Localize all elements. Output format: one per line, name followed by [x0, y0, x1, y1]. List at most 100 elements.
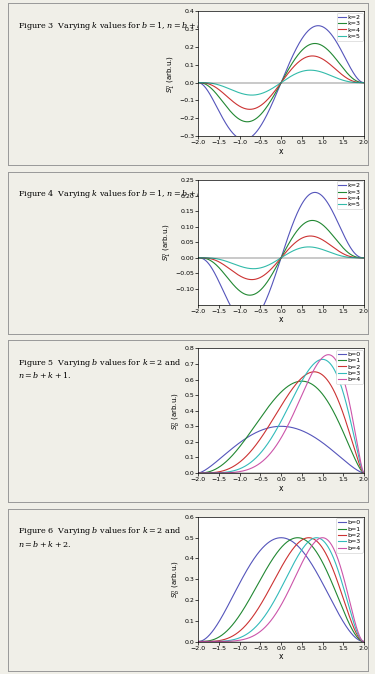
- Legend: b=0, b=1, b=2, b=3, b=4: b=0, b=1, b=2, b=3, b=4: [336, 350, 363, 384]
- k=4: [357, 253, 362, 262]
- k=2: [357, 253, 362, 261]
- k=2: [204, 257, 209, 266]
- b=0: [204, 634, 209, 642]
- b=4: [320, 534, 325, 542]
- b=4: [272, 444, 277, 452]
- b=4: [362, 638, 366, 646]
- b=0: [279, 422, 283, 431]
- b=1: [362, 638, 366, 646]
- Legend: b=0, b=1, b=2, b=3, b=4: b=0, b=1, b=2, b=3, b=4: [336, 518, 363, 553]
- b=1: [357, 635, 362, 643]
- k=3: [357, 78, 362, 86]
- b=4: [277, 437, 281, 446]
- k=5: [306, 243, 311, 251]
- b=3: [277, 421, 281, 429]
- k=5: [357, 79, 362, 87]
- b=3: [196, 469, 201, 477]
- b=1: [362, 469, 366, 477]
- Line: k=4: k=4: [198, 236, 364, 280]
- k=4: [357, 78, 362, 86]
- Line: b=0: b=0: [198, 538, 364, 642]
- k=2: [204, 86, 209, 94]
- b=1: [204, 637, 209, 645]
- b=3: [357, 455, 362, 463]
- b=0: [279, 534, 283, 542]
- b=0: [272, 535, 277, 543]
- b=3: [314, 534, 319, 542]
- b=0: [277, 534, 281, 542]
- k=3: [362, 79, 366, 87]
- k=4: [327, 59, 331, 67]
- k=4: [277, 82, 281, 90]
- b=0: [357, 636, 362, 644]
- k=4: [204, 80, 209, 88]
- k=3: [277, 258, 281, 266]
- b=3: [327, 544, 331, 552]
- k=4: [250, 276, 254, 284]
- Line: b=3: b=3: [198, 359, 364, 473]
- b=4: [277, 605, 281, 613]
- k=5: [251, 265, 256, 273]
- b=1: [196, 469, 201, 477]
- b=4: [357, 631, 362, 639]
- b=2: [272, 412, 277, 421]
- k=4: [327, 240, 331, 248]
- b=2: [306, 534, 311, 542]
- b=4: [327, 350, 331, 359]
- Legend: k=2, k=3, k=4, k=5: k=2, k=3, k=4, k=5: [336, 181, 363, 209]
- k=3: [204, 81, 209, 89]
- b=1: [296, 534, 300, 542]
- b=3: [327, 358, 331, 366]
- k=3: [362, 253, 366, 262]
- Line: b=4: b=4: [198, 538, 364, 642]
- b=4: [362, 469, 366, 477]
- b=3: [196, 638, 201, 646]
- k=5: [204, 254, 209, 262]
- k=2: [327, 201, 331, 209]
- k=2: [272, 274, 277, 282]
- k=4: [362, 253, 366, 262]
- b=3: [204, 469, 209, 477]
- k=5: [362, 79, 366, 87]
- b=2: [362, 638, 366, 646]
- b=3: [277, 588, 281, 596]
- b=0: [277, 423, 281, 431]
- b=4: [357, 450, 362, 458]
- k=2: [277, 84, 281, 92]
- b=2: [327, 555, 331, 563]
- b=3: [357, 633, 362, 641]
- k=4: [357, 78, 362, 86]
- k=3: [277, 83, 281, 91]
- Line: k=4: k=4: [198, 56, 364, 109]
- X-axis label: x: x: [279, 315, 284, 324]
- k=3: [310, 216, 315, 224]
- b=4: [196, 469, 201, 477]
- k=3: [357, 78, 362, 86]
- k=4: [272, 262, 277, 270]
- k=2: [277, 260, 281, 268]
- k=3: [196, 253, 201, 262]
- k=3: [245, 118, 249, 126]
- b=0: [357, 636, 362, 644]
- Text: Figure 4  Varying $k$ values for $b = 1$, $n = b+k+3$.: Figure 4 Varying $k$ values for $b = 1$,…: [18, 188, 220, 200]
- b=4: [326, 350, 331, 359]
- k=3: [327, 227, 331, 235]
- Line: k=5: k=5: [198, 70, 364, 95]
- k=2: [316, 22, 320, 30]
- b=1: [272, 552, 277, 560]
- X-axis label: x: x: [279, 652, 284, 661]
- b=2: [312, 368, 316, 376]
- b=3: [320, 355, 325, 363]
- k=5: [357, 253, 362, 262]
- b=1: [327, 572, 331, 580]
- k=5: [308, 66, 313, 74]
- b=2: [357, 460, 362, 468]
- b=3: [357, 454, 362, 462]
- Y-axis label: $S_1^n$ (arb.u.): $S_1^n$ (arb.u.): [162, 223, 174, 261]
- Y-axis label: $S_1^n$ (arb.u.): $S_1^n$ (arb.u.): [166, 55, 178, 92]
- Text: Figure 5  Varying $b$ values for $k = 2$ and
$n = b+k+1$.: Figure 5 Varying $b$ values for $k = 2$ …: [18, 357, 182, 380]
- k=4: [248, 105, 252, 113]
- k=4: [272, 88, 277, 96]
- b=1: [277, 390, 281, 398]
- Line: b=1: b=1: [198, 538, 364, 642]
